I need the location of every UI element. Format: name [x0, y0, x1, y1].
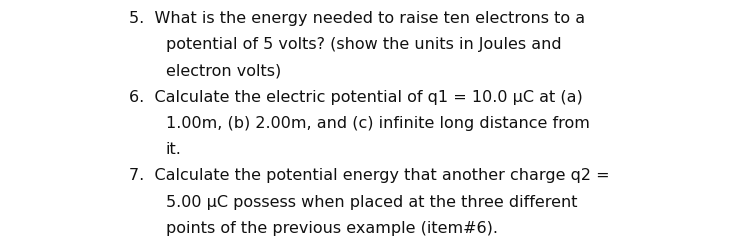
Text: electron volts): electron volts) [166, 63, 281, 78]
Text: 5.  What is the energy needed to raise ten electrons to a: 5. What is the energy needed to raise te… [129, 11, 585, 26]
Text: potential of 5 volts? (show the units in Joules and: potential of 5 volts? (show the units in… [166, 37, 562, 52]
Text: points of the previous example (item#6).: points of the previous example (item#6). [166, 221, 497, 236]
Text: 1.00m, (b) 2.00m, and (c) infinite long distance from: 1.00m, (b) 2.00m, and (c) infinite long … [166, 116, 590, 131]
Text: 6.  Calculate the electric potential of q1 = 10.0 μC at (a): 6. Calculate the electric potential of q… [129, 90, 583, 105]
Text: 5.00 μC possess when placed at the three different: 5.00 μC possess when placed at the three… [166, 195, 577, 209]
Text: 7.  Calculate the potential energy that another charge q2 =: 7. Calculate the potential energy that a… [129, 168, 609, 183]
Text: it.: it. [166, 142, 182, 157]
